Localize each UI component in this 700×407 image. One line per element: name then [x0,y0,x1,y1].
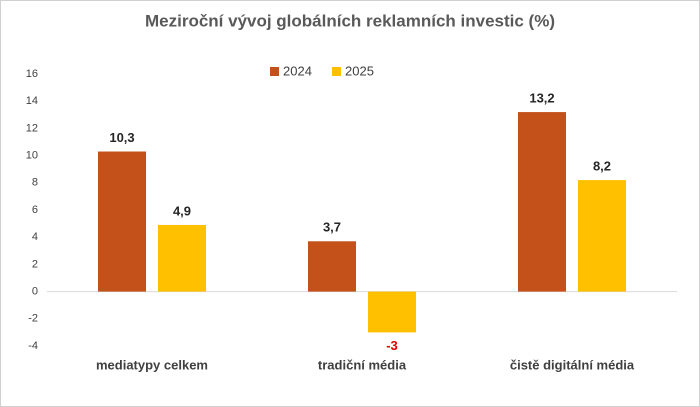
bar [308,241,356,292]
y-tick-label: 8 [32,177,38,189]
data-label: 8,2 [593,159,611,174]
y-tick-label: 4 [32,231,38,243]
bar [158,224,206,292]
y-tick-label: 10 [26,150,38,162]
data-label: 3,7 [323,220,341,235]
y-tick-label: 6 [32,204,38,216]
data-label: 10,3 [109,130,134,145]
y-tick-label: 2 [32,258,38,270]
data-label: -3 [386,338,398,353]
y-tick-label: 0 [32,286,38,298]
legend-swatch [270,67,279,76]
chart-title: Meziroční vývoj globálních reklamních in… [145,11,555,30]
x-tick-label: čistě digitální média [510,357,635,372]
y-tick-label: 12 [26,122,38,134]
x-tick-label: mediatypy celkem [96,357,208,372]
bar [518,112,566,292]
bar [368,291,416,333]
x-tick-label: tradiční média [318,357,407,372]
legend-swatch [332,67,341,76]
legend-label: 2024 [283,63,312,78]
y-tick-label: -2 [28,313,38,325]
legend-label: 2025 [345,63,374,78]
data-label: 4,9 [173,203,191,218]
y-tick-label: -4 [28,340,38,352]
bar [578,180,626,292]
y-tick-label: 14 [26,95,38,107]
data-label: 13,2 [529,91,554,106]
y-tick-label: 16 [26,68,38,80]
bar [98,151,146,292]
